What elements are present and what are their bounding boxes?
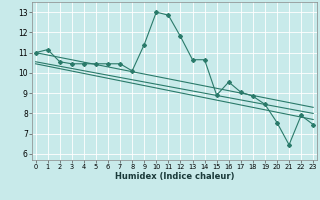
X-axis label: Humidex (Indice chaleur): Humidex (Indice chaleur) <box>115 172 234 181</box>
